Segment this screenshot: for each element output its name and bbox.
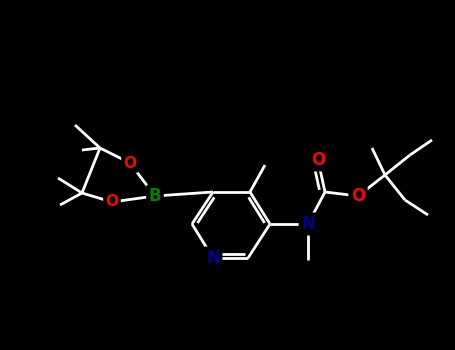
Text: B: B <box>149 187 162 205</box>
Text: O: O <box>106 195 118 210</box>
Text: O: O <box>351 187 365 205</box>
Text: O: O <box>123 155 136 170</box>
Text: N: N <box>206 249 220 267</box>
Text: O: O <box>311 151 325 169</box>
Text: N: N <box>301 215 315 233</box>
